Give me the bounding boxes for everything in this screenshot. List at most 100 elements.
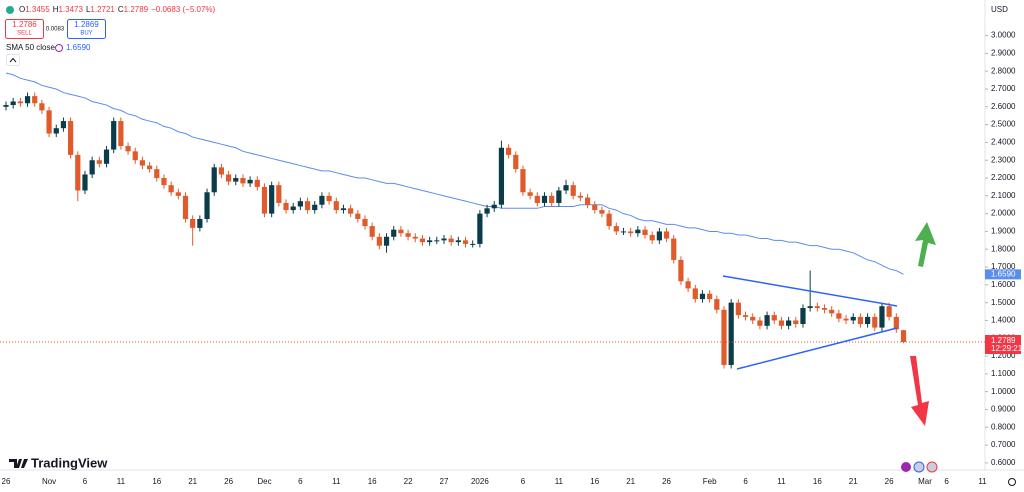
- candle-body: [728, 302, 734, 365]
- candle-body: [419, 238, 426, 243]
- candle-body: [161, 178, 167, 186]
- candle-body: [656, 231, 662, 241]
- sell-price: 1.2786: [12, 20, 37, 29]
- x-tick-label: Feb: [703, 477, 717, 486]
- y-tick-label: 2.8000: [991, 66, 1016, 75]
- candle-body: [786, 320, 792, 326]
- candle-body: [391, 229, 397, 237]
- x-tick-label: 2026: [471, 477, 489, 486]
- candle-body: [836, 313, 842, 319]
- candle-body: [168, 185, 174, 193]
- candle-body: [75, 154, 81, 191]
- x-tick-label: 21: [188, 477, 197, 486]
- buy-button[interactable]: [67, 19, 106, 39]
- candle-body: [764, 315, 770, 326]
- candle-body: [865, 316, 871, 325]
- candle-body: [628, 231, 634, 234]
- x-tick-label: 11: [555, 477, 564, 486]
- y-tick-label: 2.6000: [991, 102, 1016, 111]
- x-tick-label: 26: [885, 477, 894, 486]
- x-tick-label: 11: [777, 477, 786, 486]
- open-label: O: [19, 5, 25, 14]
- y-tick-label: 2.3000: [991, 155, 1016, 164]
- candle-body: [46, 110, 52, 134]
- candle-body: [707, 293, 713, 300]
- candle-body: [297, 201, 303, 207]
- candle-body: [261, 186, 268, 214]
- x-tick-label: 26: [224, 477, 233, 486]
- candle-body: [462, 240, 469, 244]
- x-tick-label: 16: [813, 477, 822, 486]
- candle-body: [276, 185, 282, 203]
- candle-body: [448, 238, 454, 243]
- high-label: H: [53, 5, 59, 14]
- candle-body: [362, 218, 368, 227]
- candle-body: [68, 121, 74, 155]
- settings-icon[interactable]: [1008, 478, 1016, 486]
- y-tick-label: 3.0000: [991, 31, 1016, 40]
- sma-line: [5, 72, 904, 275]
- symbol-icon: [6, 6, 14, 14]
- y-tick-label: 0.7000: [991, 440, 1016, 449]
- candle-body: [506, 147, 512, 155]
- candle-body: [886, 306, 892, 317]
- triangle-upper-line: [722, 275, 898, 307]
- candle-body: [434, 240, 440, 242]
- candle-body: [620, 231, 627, 233]
- candle-body: [663, 231, 670, 239]
- x-tick-label: Mar: [918, 477, 932, 486]
- candle-body: [254, 179, 260, 187]
- candle-body: [247, 179, 253, 184]
- event-icon: [913, 461, 925, 473]
- candle-body: [132, 151, 138, 161]
- candle-body: [699, 293, 706, 300]
- buy-price: 1.2869: [74, 20, 99, 29]
- x-tick-label: 26: [2, 477, 11, 486]
- x-tick-label: 26: [662, 477, 671, 486]
- candle-body: [319, 195, 325, 205]
- candle-body: [649, 235, 655, 241]
- y-tick-label: 2.9000: [991, 49, 1016, 58]
- close-value: 1.2789: [124, 5, 149, 14]
- y-tick-label: 2.5000: [991, 120, 1016, 129]
- x-tick-label: 11: [332, 477, 341, 486]
- candle-body: [857, 316, 864, 325]
- candle-body: [592, 204, 598, 211]
- candle-body: [534, 195, 540, 203]
- candle-body: [606, 213, 612, 227]
- x-tick-label: 16: [368, 477, 377, 486]
- x-tick-label: 6: [521, 477, 526, 486]
- candle-body: [549, 195, 555, 203]
- collapse-button[interactable]: [6, 54, 20, 66]
- y-tick-label: 2.0000: [991, 209, 1016, 218]
- x-tick-label: 6: [743, 477, 748, 486]
- candle-body: [118, 121, 124, 146]
- event-icons: [901, 461, 938, 473]
- low-label: L: [86, 5, 91, 14]
- candle-body: [714, 299, 720, 310]
- drawings: [722, 222, 936, 426]
- brand-name: TradingView: [31, 455, 108, 470]
- y-tick-label: 2.1000: [991, 191, 1016, 200]
- close-label: C: [118, 5, 124, 14]
- sell-button[interactable]: [5, 19, 44, 39]
- up-arrow: [915, 222, 936, 267]
- candle-body: [491, 204, 497, 209]
- y-tick-label: 2.7000: [991, 84, 1016, 93]
- y-tick-label: 1.4000: [991, 316, 1016, 325]
- candle-body: [685, 281, 691, 289]
- candle-body: [900, 330, 907, 343]
- candle-body: [527, 192, 533, 196]
- candle-body: [204, 192, 210, 219]
- currency: USD: [991, 5, 1008, 14]
- candle-body: [53, 128, 59, 134]
- candle-body: [793, 320, 799, 325]
- y-tick-label: 0.8000: [991, 422, 1016, 431]
- candle-body: [441, 238, 447, 241]
- candle-body: [635, 229, 641, 234]
- candle-body: [190, 218, 196, 228]
- triangle-lower-line: [736, 327, 898, 370]
